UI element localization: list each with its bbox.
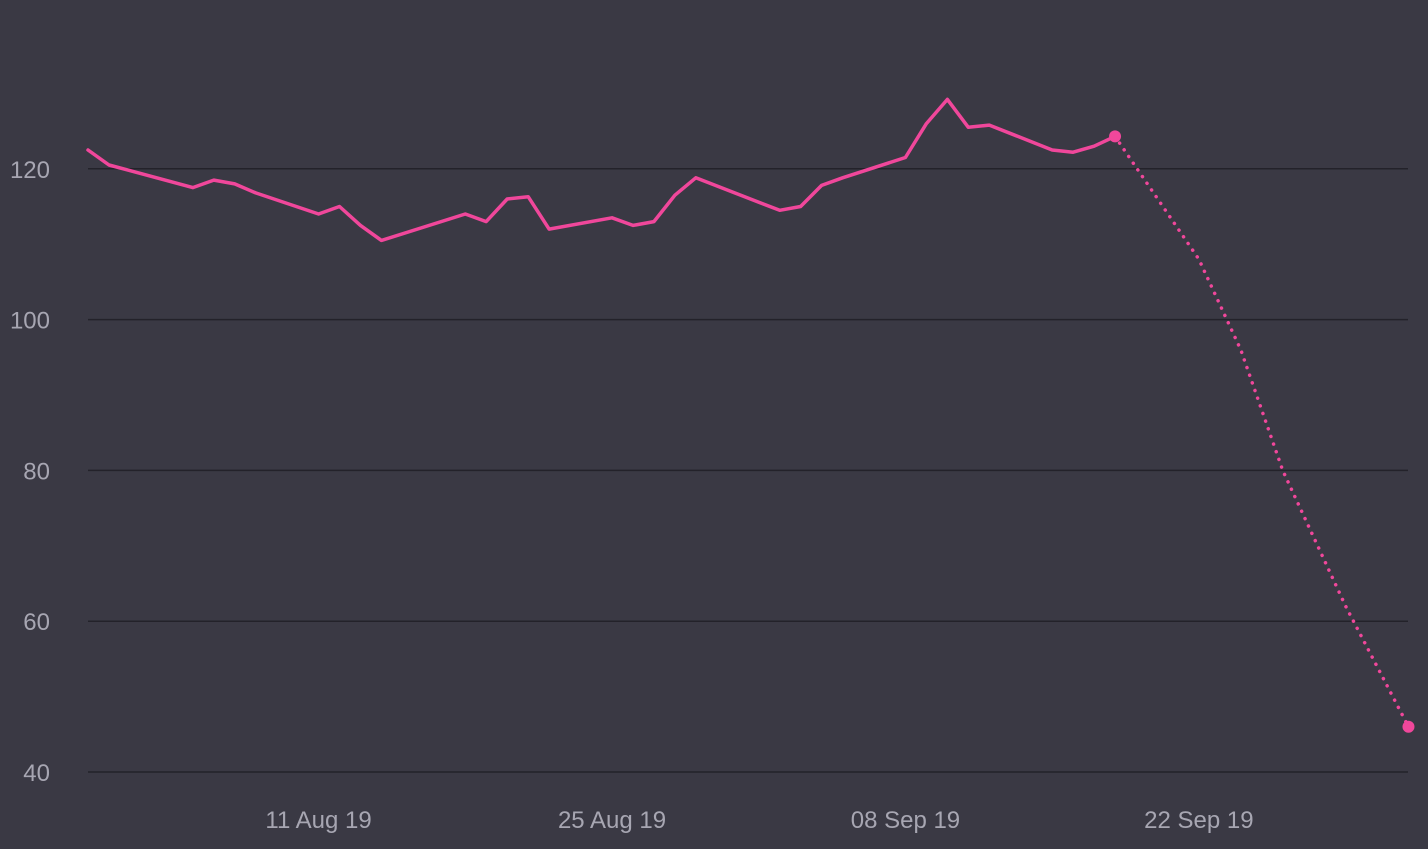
grid-lines [88, 168, 1408, 773]
x-tick-label: 25 Aug 19 [558, 807, 666, 834]
y-tick-label: 40 [23, 760, 50, 787]
y-tick-label: 120 [10, 157, 50, 184]
last-actual-point-marker [1109, 130, 1122, 143]
y-axis-labels: 40 60 80 100 120 [10, 157, 50, 787]
forecast-end-point-marker [1402, 720, 1415, 733]
x-tick-label: 11 Aug 19 [265, 807, 371, 834]
actual-series-line [86, 97, 1117, 243]
series-lines [86, 97, 1411, 729]
x-tick-label: 22 Sep 19 [1144, 807, 1253, 834]
x-axis-labels: 11 Aug 19 25 Aug 19 08 Sep 19 22 Sep 19 [265, 807, 1253, 834]
y-tick-label: 100 [10, 308, 50, 335]
y-tick-label: 80 [23, 458, 50, 485]
series-markers [1109, 130, 1415, 733]
y-tick-label: 60 [23, 609, 50, 636]
x-tick-label: 08 Sep 19 [851, 807, 960, 834]
